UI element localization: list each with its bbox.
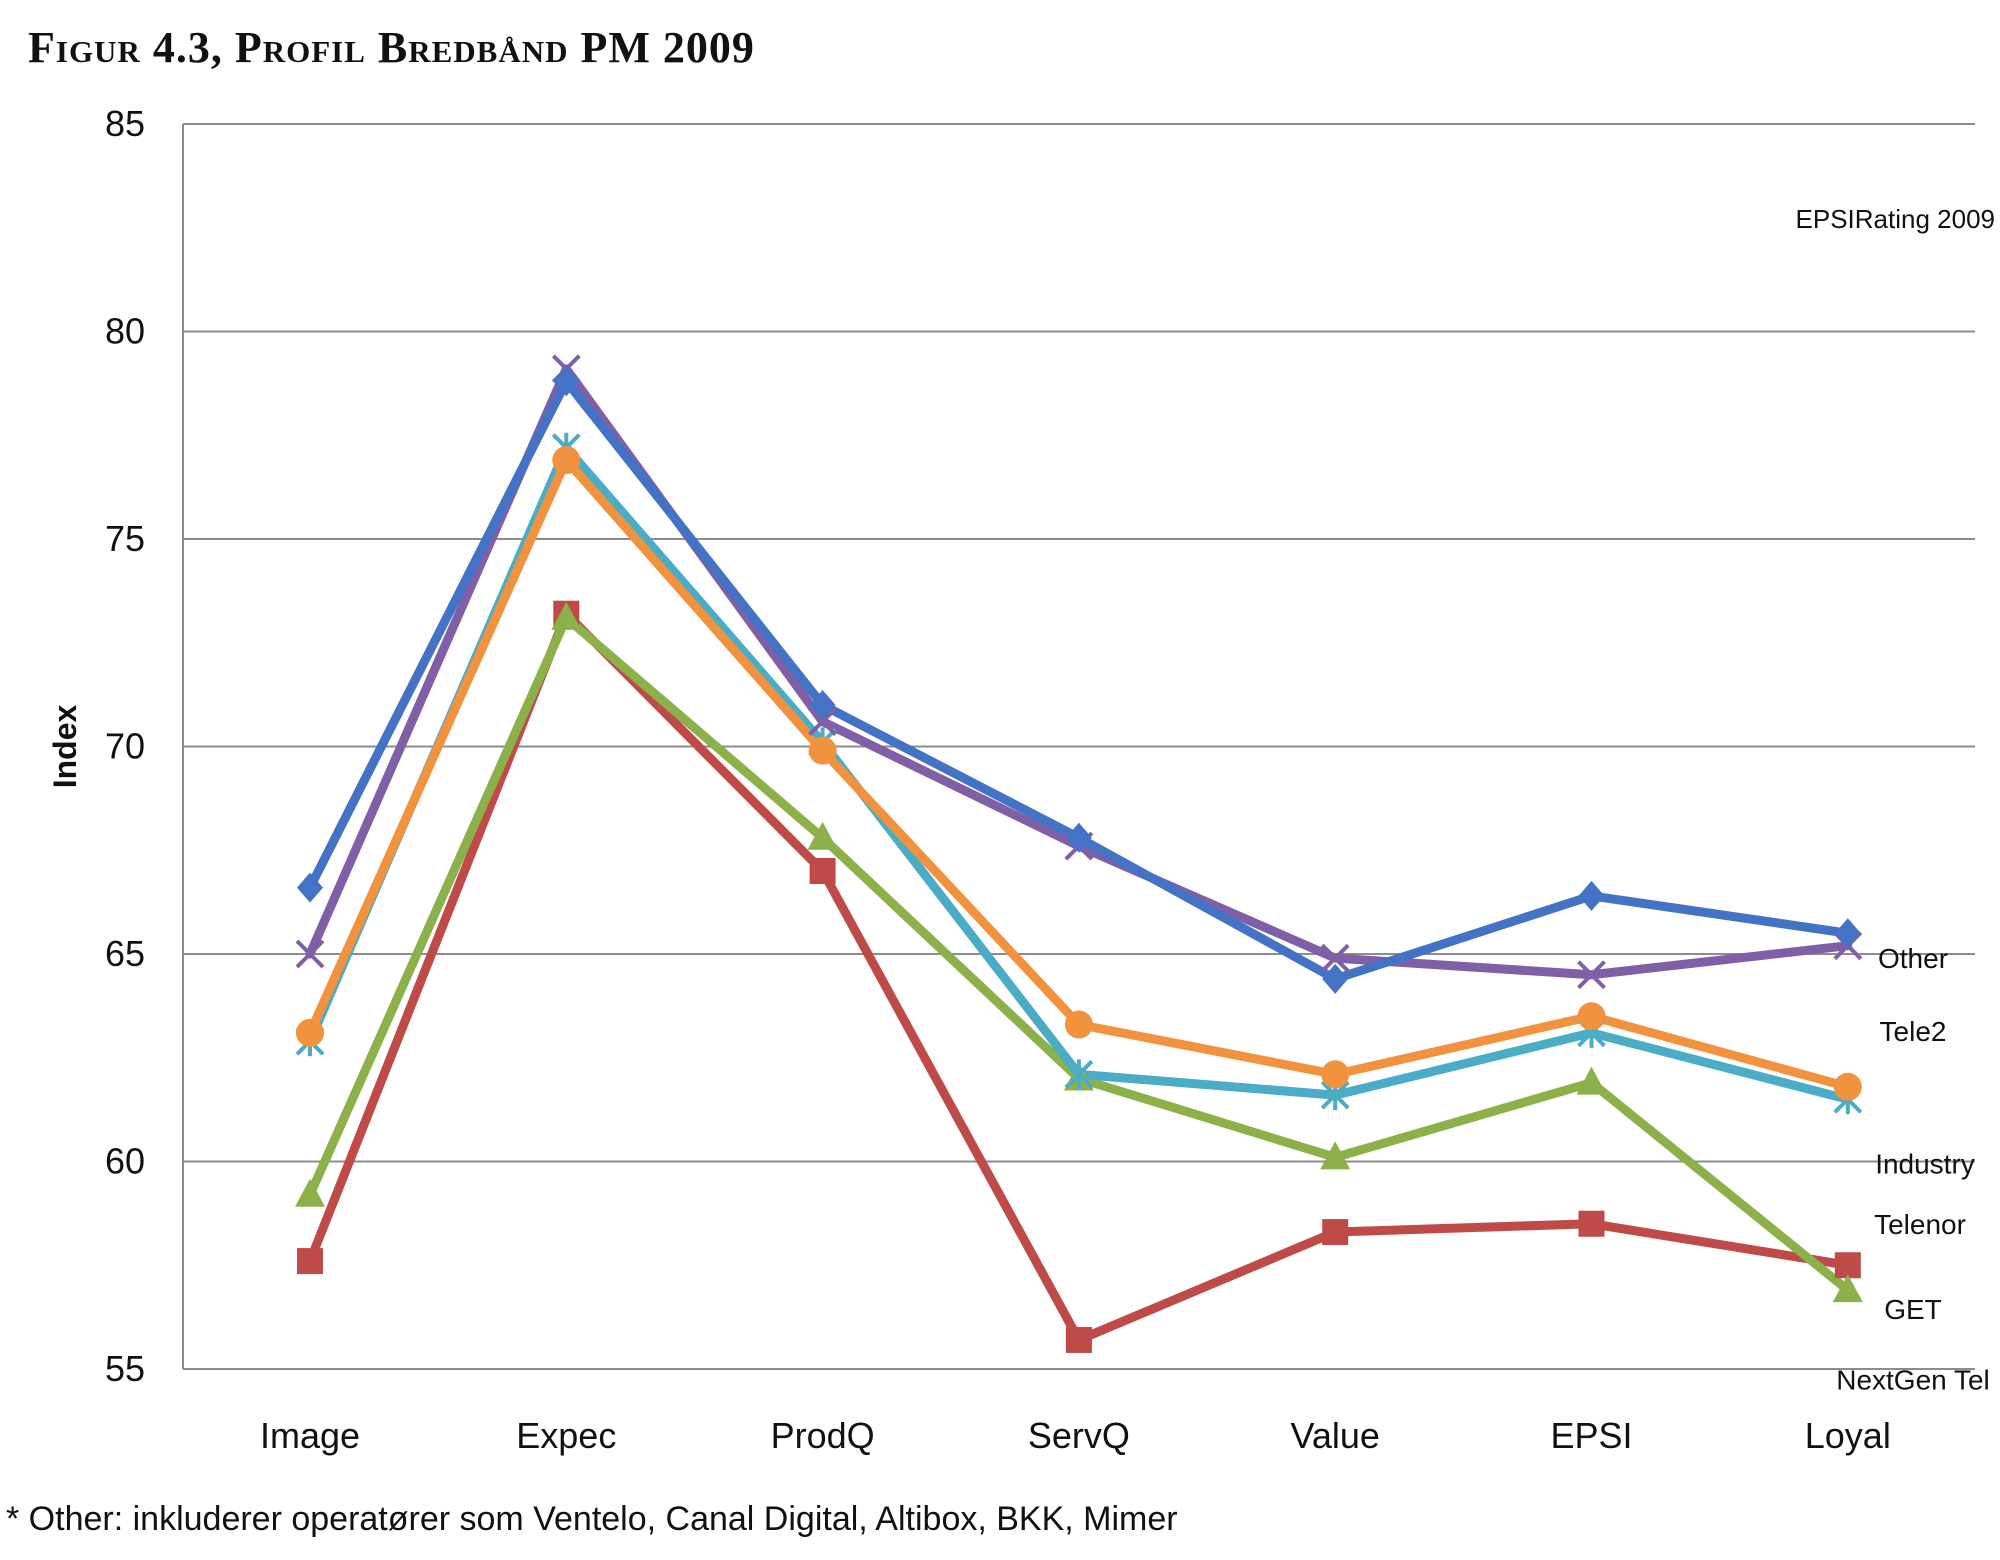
figure-title: Figur 4.3, Profil Bredbånd PM 2009 xyxy=(28,23,755,72)
data-point-marker xyxy=(1576,1066,1607,1095)
y-axis-title: Index xyxy=(47,705,83,789)
data-point-marker xyxy=(1834,1252,1861,1279)
data-point-marker xyxy=(1578,1210,1605,1237)
data-point-marker xyxy=(295,939,325,969)
data-point-marker xyxy=(808,736,837,765)
x-tick-label: EPSI xyxy=(1550,1415,1632,1456)
series-label: Other xyxy=(1878,943,1948,974)
data-point-marker xyxy=(553,366,580,397)
x-tick-label: ServQ xyxy=(1028,1415,1130,1456)
data-point-marker xyxy=(1065,822,1092,853)
data-point-marker xyxy=(552,446,581,475)
y-tick-label: 85 xyxy=(105,103,145,144)
data-point-marker xyxy=(297,872,323,903)
series-line xyxy=(305,455,1853,1092)
series-lines xyxy=(305,364,1853,1345)
series-label: Telenor xyxy=(1874,1209,1966,1240)
data-point-marker xyxy=(1064,1059,1094,1090)
data-point-marker xyxy=(1320,1141,1351,1170)
x-tick-label: Expec xyxy=(516,1415,616,1456)
data-point-marker xyxy=(1833,1072,1862,1101)
y-tick-label: 75 xyxy=(105,518,145,559)
data-point-marker xyxy=(808,707,838,737)
series-line xyxy=(305,443,1853,1104)
y-tick-label: 65 xyxy=(105,933,145,974)
x-tick-label: Value xyxy=(1290,1415,1379,1456)
series-label: Tele2 xyxy=(1880,1016,1947,1047)
series-label: Industry xyxy=(1875,1149,1975,1180)
data-point-marker xyxy=(296,1018,324,1047)
y-tick-label: 80 xyxy=(105,311,145,352)
data-point-marker xyxy=(551,601,582,630)
data-point-marker xyxy=(809,858,836,884)
data-point-marker xyxy=(1320,943,1350,973)
series-label: NextGen Tel xyxy=(1836,1364,1990,1395)
x-tick-label: ProdQ xyxy=(771,1415,875,1456)
data-point-marker xyxy=(1321,1060,1350,1089)
data-point-marker xyxy=(295,1178,325,1207)
series-line xyxy=(305,609,1853,1345)
data-point-marker xyxy=(1577,1002,1606,1031)
y-tick-label: 55 xyxy=(105,1348,145,1389)
gridlines xyxy=(183,123,1975,1163)
data-point-marker xyxy=(1834,918,1861,949)
series-markers xyxy=(295,354,1863,1353)
series-label: GET xyxy=(1884,1294,1942,1325)
data-point-marker xyxy=(1322,1219,1349,1246)
data-point-marker xyxy=(1064,1010,1093,1039)
data-point-marker xyxy=(1832,1274,1863,1303)
data-point-marker xyxy=(807,821,838,850)
data-point-marker xyxy=(1065,1326,1092,1353)
data-point-marker xyxy=(1577,960,1606,990)
x-tick-label: Loyal xyxy=(1805,1415,1891,1456)
labels: 55 60 65 70 75 80 85 Index Image Expec ProdQ ServQ V… xyxy=(47,103,1995,1456)
data-point-marker xyxy=(297,1248,323,1275)
y-tick-label: 60 xyxy=(105,1141,145,1182)
chart-annotation: EPSIRating 2009 xyxy=(1796,204,1995,234)
y-tick-label: 70 xyxy=(105,726,145,767)
data-point-marker xyxy=(809,690,836,720)
data-point-marker xyxy=(1578,880,1605,911)
axes xyxy=(182,124,1975,1370)
data-point-marker xyxy=(1322,963,1349,994)
footnote: * Other: inkluderer operatører som Vente… xyxy=(6,1500,1178,1538)
x-tick-label: Image xyxy=(260,1415,360,1456)
